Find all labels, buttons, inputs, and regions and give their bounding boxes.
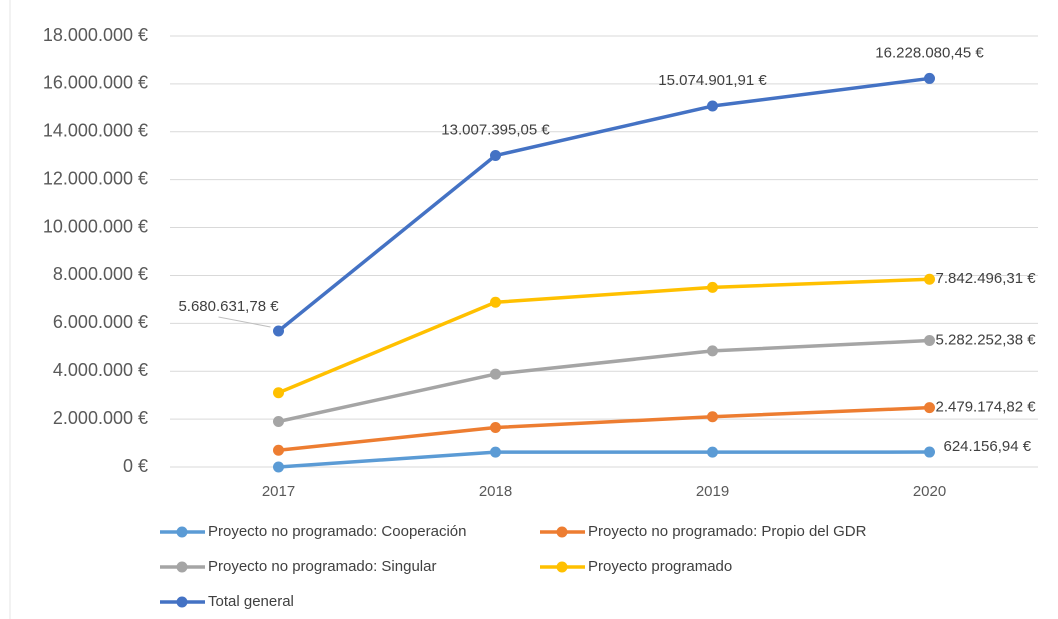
series-line — [278, 338, 930, 424]
point — [273, 387, 284, 399]
y-tick-label: 2.000.000 € — [53, 408, 148, 428]
point — [273, 461, 284, 473]
series-line — [277, 277, 930, 395]
leader-line — [218, 316, 271, 328]
point — [490, 446, 501, 458]
legend-label: Proyecto programado — [588, 558, 732, 575]
value-label: 7.842.496,31 € — [936, 270, 1037, 287]
y-tick-label: 4.000.000 € — [53, 360, 148, 380]
point — [924, 72, 935, 84]
value-label: 5.282.252,38 € — [936, 331, 1037, 348]
legend-marker — [176, 526, 188, 538]
point — [490, 296, 501, 308]
legend-marker — [176, 596, 188, 608]
point — [924, 273, 935, 285]
x-tick-label: 2019 — [696, 483, 729, 500]
point — [707, 100, 718, 112]
y-tick-label: 14.000.000 € — [43, 121, 148, 141]
value-label: 5.680.631,78 € — [178, 298, 279, 315]
value-label: 13.007.395,05 € — [441, 122, 550, 139]
point — [273, 444, 284, 456]
value-label: 16.228.080,45 € — [875, 44, 984, 61]
point — [707, 446, 718, 458]
point — [490, 150, 501, 162]
legend-marker — [556, 526, 568, 538]
y-tick-label: 18.000.000 € — [43, 25, 148, 45]
point — [924, 402, 935, 414]
y-tick-label: 16.000.000 € — [43, 73, 148, 93]
x-tick-label: 2017 — [262, 483, 295, 500]
point — [707, 345, 718, 357]
value-label: 2.479.174,82 € — [936, 399, 1037, 416]
legend-marker — [176, 561, 188, 573]
y-tick-label: 10.000.000 € — [43, 216, 148, 236]
series-line — [278, 450, 930, 469]
series-line — [277, 76, 930, 333]
point — [924, 335, 935, 347]
point — [490, 421, 501, 433]
point — [707, 411, 718, 423]
y-tick-label: 6.000.000 € — [53, 312, 148, 332]
point — [924, 446, 935, 458]
value-label: 15.074.901,91 € — [658, 72, 767, 89]
legend-marker — [556, 561, 568, 573]
point — [490, 368, 501, 380]
y-tick-label: 0 € — [123, 456, 148, 476]
value-label: 624.156,94 € — [944, 438, 1032, 455]
series-line — [278, 405, 930, 452]
legend-label: Proyecto no programado: Singular — [208, 558, 436, 575]
legend-label: Proyecto no programado: Propio del GDR — [588, 523, 867, 540]
legend-label: Proyecto no programado: Cooperación — [208, 523, 467, 540]
x-tick-label: 2018 — [479, 483, 512, 500]
x-tick-label: 2020 — [913, 483, 946, 500]
y-tick-label: 8.000.000 € — [53, 264, 148, 284]
y-tick-label: 12.000.000 € — [43, 168, 148, 188]
point — [273, 416, 284, 428]
legend-label: Total general — [208, 593, 294, 610]
point — [707, 281, 718, 293]
point — [273, 325, 284, 337]
